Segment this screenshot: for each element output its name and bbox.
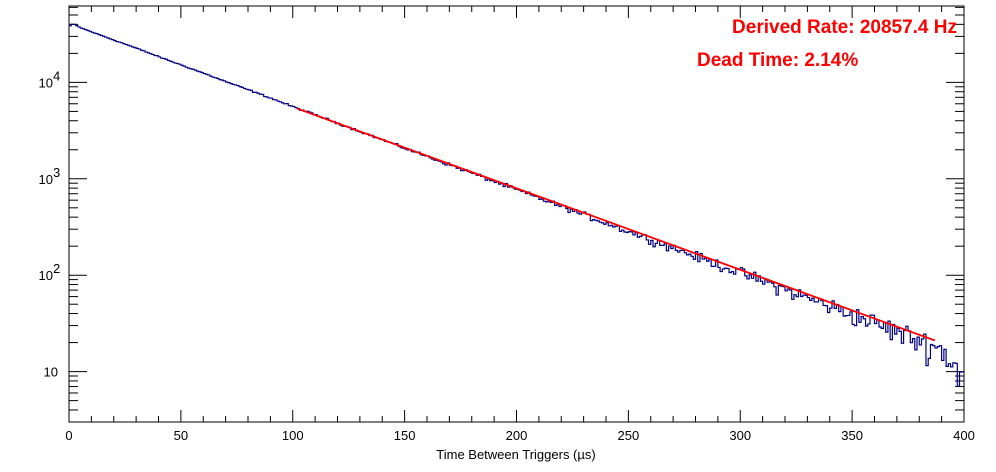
x-tick-label: 400 [953,428,975,443]
x-axis-ticks: 0 50 100 150 200 250 300 350 400 [65,6,975,443]
annotation-derived-rate: Derived Rate: 20857.4 Hz [732,17,957,38]
y-tick-label: 10 [39,172,53,187]
y-tick-label: 10 [44,365,58,380]
y-tick-label-exponent: 2 [53,261,60,276]
series-layer [69,23,964,387]
x-tick-label: 200 [506,428,528,443]
y-tick-label: 10 [39,75,53,90]
x-tick-label: 250 [618,428,640,443]
annotation-dead-time: Dead Time: 2.14% [697,50,858,71]
x-tick-label: 350 [841,428,863,443]
x-tick-label: 0 [65,428,72,443]
fit-line [296,107,936,342]
y-tick-label: 10 [39,268,53,283]
y-tick-label-exponent: 3 [53,165,60,180]
y-tick-label-exponent: 4 [53,68,60,83]
plot-frame [68,5,965,423]
x-tick-label: 150 [394,428,416,443]
x-tick-label: 100 [282,428,304,443]
x-tick-label: 300 [729,428,751,443]
x-tick-label: 50 [174,428,188,443]
x-axis-label: Time Between Triggers (µs) [436,447,595,462]
